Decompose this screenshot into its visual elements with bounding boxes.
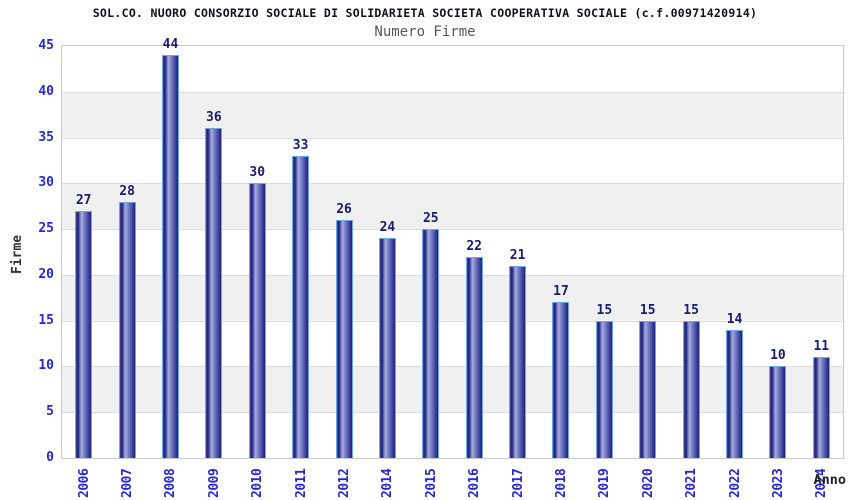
x-tick-label: 2008 [163,468,179,498]
bar-2020 [639,321,657,458]
bar-2011 [292,156,310,458]
bar-value-label: 15 [596,303,613,318]
bar-value-label: 22 [466,239,483,254]
x-tick-label: 2012 [337,468,353,498]
y-tick-label: 30 [38,175,54,191]
bar-2009 [205,128,223,458]
chart-title: SOL.CO. NUORO CONSORZIO SOCIALE DI SOLID… [92,6,758,20]
x-tick-label: 2023 [770,468,786,498]
x-tick-label: 2019 [597,468,613,498]
chart-subtitle: Numero Firme [374,24,476,40]
x-tick-label: 2010 [250,468,266,498]
bar-2018 [552,302,570,458]
bar-value-label: 27 [75,193,92,208]
y-tick-label: 0 [46,450,54,465]
bar-value-label: 14 [726,312,743,327]
y-tick-label: 5 [46,404,54,420]
bar-2014 [378,238,396,458]
bar-value-label: 44 [162,37,179,52]
gridline [62,412,843,414]
x-tick-label: 2018 [553,468,569,498]
y-tick-label: 45 [38,38,54,53]
bar-2015 [422,229,440,458]
gridline [62,366,843,368]
gridline [62,137,843,139]
x-tick-label: 2015 [423,468,439,498]
x-axis-title: Anno [813,472,846,488]
plot-area: 27 28 44 36 30 33 26 24 25 22 21 17 15 15 15 14 10 11 [61,37,844,459]
bar-2022 [726,330,744,458]
bar-value-label: 25 [422,211,439,226]
gridline [62,274,843,276]
bar-value-label: 26 [336,202,352,217]
bar-2017 [509,266,527,458]
bar-2021 [682,321,700,458]
gridline [62,183,843,185]
x-tick-label: 2016 [467,468,483,498]
gridline [62,229,843,231]
gridline [62,91,843,93]
x-tick-label: 2007 [120,468,136,498]
y-tick-label: 25 [38,221,54,237]
x-tick-label: 2022 [727,468,743,498]
bar-value-label: 30 [249,165,266,180]
x-tick-label: 2014 [380,468,396,498]
bar-2007 [118,202,136,458]
bar-value-label: 21 [509,248,526,263]
y-tick-label: 35 [38,129,54,145]
bar-value-label: 10 [770,348,786,363]
bar-value-label: 36 [206,110,222,125]
x-tick-label: 2020 [640,468,656,498]
bar-2006 [75,211,93,458]
bar-value-label: 24 [379,220,396,235]
x-tick-label: 2011 [293,468,309,498]
bar-2008 [161,55,179,458]
bar-2024 [812,357,830,458]
x-tick-label: 2006 [76,468,92,498]
bar-value-label: 28 [119,184,135,199]
bar-2023 [769,366,787,458]
gridline [62,320,843,322]
x-tick-label: 2017 [510,468,526,498]
bar-value-label: 17 [553,284,569,299]
x-tick-label: 2021 [684,468,700,498]
y-tick-label: 10 [38,358,54,374]
bar-2012 [335,220,353,458]
bar-value-label: 15 [683,303,699,318]
y-tick-label: 20 [38,266,54,282]
bar-2010 [248,183,266,458]
bar-2016 [465,257,483,458]
bar-2019 [595,321,613,458]
bar-value-label: 11 [813,339,830,354]
x-tick-label: 2009 [206,468,222,498]
y-tick-label: 15 [38,312,54,328]
bar-value-label: 33 [292,138,309,153]
bar-value-label: 15 [639,303,656,318]
y-tick-label: 40 [38,83,54,99]
